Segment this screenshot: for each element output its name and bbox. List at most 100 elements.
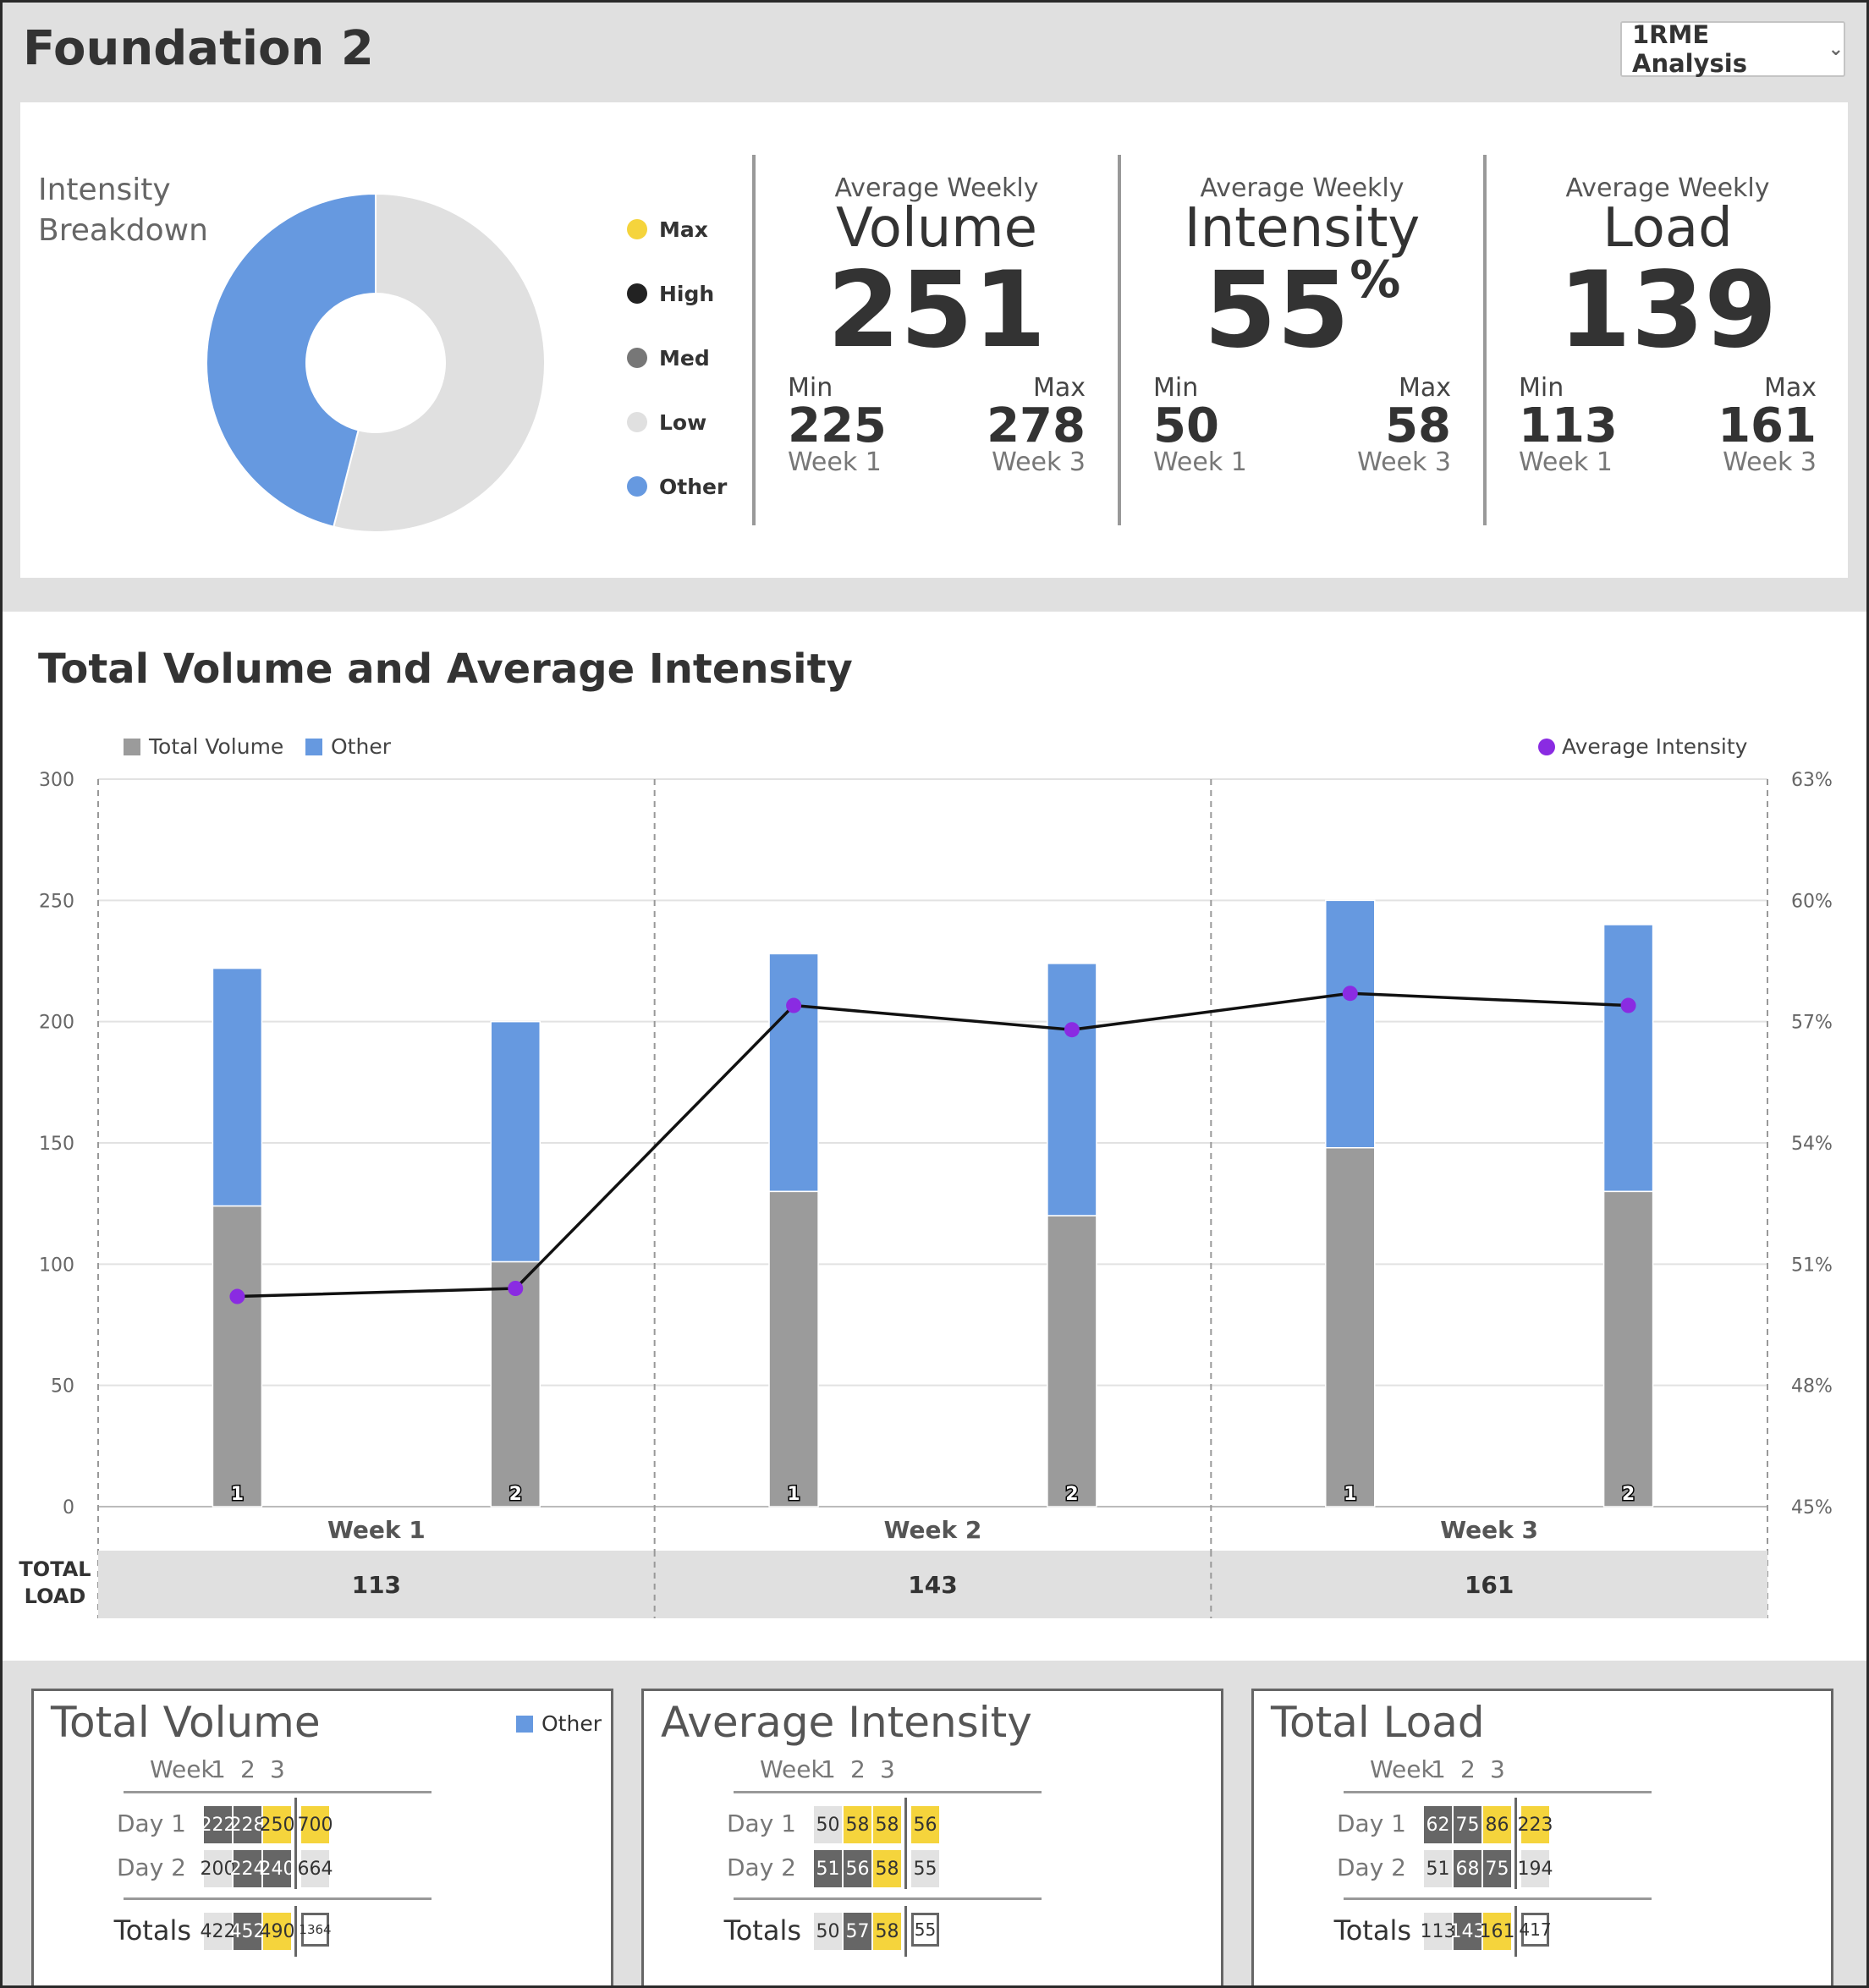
table-divider [904, 1906, 907, 1957]
totals-cell: 490 [260, 1913, 295, 1950]
stat-min-value: 225 [788, 398, 887, 453]
bar-other [490, 1020, 541, 1263]
total-load-label: LOAD [25, 1584, 86, 1608]
stat-min-label: Min [788, 373, 833, 403]
stat-value: 251 [756, 258, 1118, 363]
y2-tick-label: 54% [1791, 1134, 1833, 1155]
table-cell: 58 [873, 1850, 901, 1887]
bar-other [1325, 899, 1376, 1149]
page-title: Foundation 2 [23, 21, 374, 76]
table-cell: 58 [873, 1806, 901, 1843]
stat-min: Min 50 Week 1 [1153, 373, 1306, 475]
average-intensity-point [508, 1281, 524, 1296]
bar-total-volume [1602, 1190, 1654, 1507]
day-label: Day 2 [1336, 1853, 1406, 1881]
week-number: 3 [1490, 1755, 1505, 1783]
legend-item-max: Max [627, 212, 708, 246]
bar-other [1602, 924, 1654, 1193]
table-divider [294, 1798, 297, 1889]
week-number: 2 [240, 1755, 256, 1783]
volume-intensity-chart-section: 0 50 100 150 200 250 300 45% 48% 51% 54% 57% 60% 63% T… [3, 612, 1866, 1661]
stat-load: Average Weekly Load 139 Min 113 Week 1 Max 161 W… [1483, 155, 1849, 525]
x-group-label: Week 3 [1440, 1516, 1538, 1544]
analysis-select-label: 1RME Analysis [1632, 20, 1747, 78]
day-label: Day 2 [116, 1853, 186, 1881]
bar-category-label: 1 [787, 1484, 800, 1505]
stat-label: Volume [835, 197, 1038, 260]
week-header: Week [150, 1755, 215, 1783]
stat-max-week: Week 3 [992, 448, 1086, 477]
y-tick-label: 100 [39, 1255, 74, 1276]
stat-max-value: 278 [987, 398, 1086, 453]
stat-max: Max 161 Week 3 [1664, 373, 1817, 475]
average-intensity-point [1620, 997, 1636, 1013]
bar-category-label: 1 [1344, 1484, 1356, 1505]
total-load-label: TOTAL [19, 1557, 91, 1581]
week-number: 1 [821, 1755, 836, 1783]
bar-other [212, 967, 263, 1207]
stat-value-number: 55 [1203, 250, 1350, 371]
stat-min: Min 113 Week 1 [1519, 373, 1671, 475]
week-number: 1 [211, 1755, 226, 1783]
stat-min-week: Week 1 [1153, 448, 1247, 477]
legend-dot [627, 283, 647, 304]
legend-label: Max [659, 217, 708, 242]
bar-total-volume [490, 1260, 541, 1507]
bar-total-volume [1325, 1146, 1376, 1507]
table-rule [124, 1897, 432, 1900]
total-load-value: 113 [352, 1571, 401, 1599]
volume-intensity-chart: 0 50 100 150 200 250 300 45% 48% 51% 54% 57% 60% 63% T… [19, 734, 1833, 1618]
table-cell: 56 [844, 1850, 871, 1887]
total-load-band [98, 1551, 1767, 1618]
grand-total: 1364 [299, 1913, 332, 1947]
stat-value: 55% [1121, 255, 1483, 363]
table-cell: 50 [814, 1806, 842, 1843]
row-total: 223 [1518, 1806, 1553, 1843]
totals-label: Totals [1333, 1914, 1411, 1947]
grand-total: 55 [911, 1913, 939, 1947]
legend-swatch [516, 1715, 533, 1733]
totals-cell: 422 [201, 1913, 236, 1950]
stat-max-week: Week 3 [1357, 448, 1451, 477]
legend-label: Other [541, 1711, 602, 1736]
table-cell: 250 [260, 1806, 295, 1843]
table-cell: 240 [260, 1850, 295, 1887]
legend-item-med: Med [627, 341, 710, 375]
table-cell: 86 [1483, 1806, 1511, 1843]
legend-label: Other [659, 474, 728, 499]
table-legend: Other [516, 1711, 602, 1736]
stat-value-suffix: % [1350, 250, 1401, 310]
stat-max-week: Week 3 [1723, 448, 1817, 477]
legend-label: Total Volume [148, 734, 283, 759]
totals-cell: 57 [844, 1913, 871, 1950]
average-intensity-point [229, 1288, 245, 1304]
stat-intensity: Average Weekly Intensity 55% Min 50 Week 1 Max… [1118, 155, 1483, 525]
average-intensity-line [237, 991, 1629, 1299]
bar-category-label: 2 [1065, 1484, 1078, 1505]
table-divider [1514, 1798, 1517, 1889]
y2-tick-label: 45% [1791, 1497, 1833, 1518]
analysis-select[interactable]: 1RME Analysis ⌄ [1620, 20, 1845, 78]
y2-tick-label: 48% [1791, 1376, 1833, 1398]
stat-max-label: Max [1032, 373, 1086, 403]
table-cell: 58 [844, 1806, 871, 1843]
week-header: Week [1370, 1755, 1435, 1783]
week-number: 3 [270, 1755, 285, 1783]
stat-min-value: 113 [1519, 398, 1618, 453]
row-total: 664 [298, 1850, 333, 1887]
legend-label: Other [331, 734, 392, 759]
grand-total: 417 [1519, 1913, 1552, 1947]
totals-cell: 50 [814, 1913, 842, 1950]
bar-total-volume [768, 1190, 819, 1507]
stat-min-value: 50 [1153, 398, 1219, 453]
y2-tick-label: 63% [1791, 770, 1833, 791]
summary-tables: Total Volume Other Week 1 2 3 Day 1 222 228 250 70… [3, 1661, 1866, 1985]
week-number: 3 [880, 1755, 895, 1783]
table-cell: 75 [1483, 1850, 1511, 1887]
row-total: 55 [911, 1850, 939, 1887]
y-tick-label: 50 [51, 1376, 74, 1398]
table-rule [1344, 1897, 1652, 1900]
week-number: 2 [1460, 1755, 1476, 1783]
table-rule [124, 1791, 432, 1793]
stat-caption: Average Weekly [1200, 173, 1404, 203]
